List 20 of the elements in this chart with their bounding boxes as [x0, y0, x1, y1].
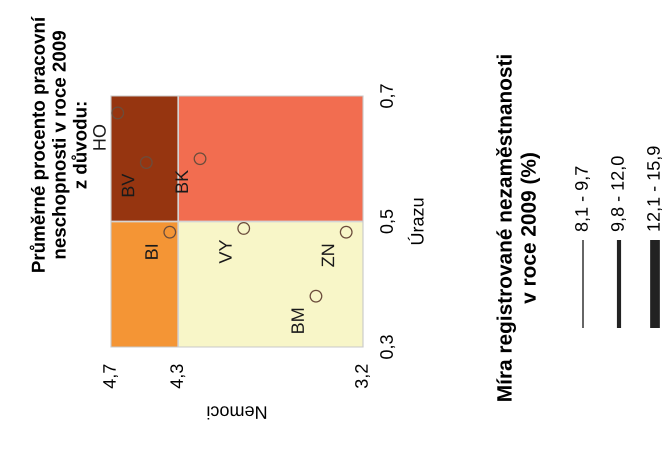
y-axis-title: Úrazu — [408, 198, 424, 244]
y-tick-label: 0,7 — [380, 84, 396, 108]
text: 9,8 - 12,0 — [611, 156, 626, 232]
x-tick-label: 4,3 — [170, 364, 186, 388]
annotation: BM — [291, 308, 304, 333]
y-tick-label: 0,3 — [380, 335, 396, 359]
annotation: BK — [176, 170, 188, 192]
x-tick-label: 4,7 — [103, 364, 118, 388]
x-tick-label: 3,2 — [355, 364, 370, 388]
annotation: BV — [122, 174, 134, 196]
text: Míra registrované nezaměstnanosti v roce 2009 (%) — [496, 55, 540, 401]
text: 12,1 - 15,9 — [647, 146, 662, 231]
y-tick-label: 0,5 — [380, 210, 396, 234]
x-axis-title: Nemoci — [208, 406, 266, 420]
annotation: HO — [93, 124, 106, 150]
annotation: ZN — [322, 244, 334, 267]
text: 8,1 - 9,7 — [575, 166, 590, 232]
annotation: BI — [145, 244, 158, 259]
annotation: VY — [219, 240, 232, 264]
text: Průměrné procento pracovní neschopnosti v roce 2009 z důvodu: — [30, 16, 87, 272]
